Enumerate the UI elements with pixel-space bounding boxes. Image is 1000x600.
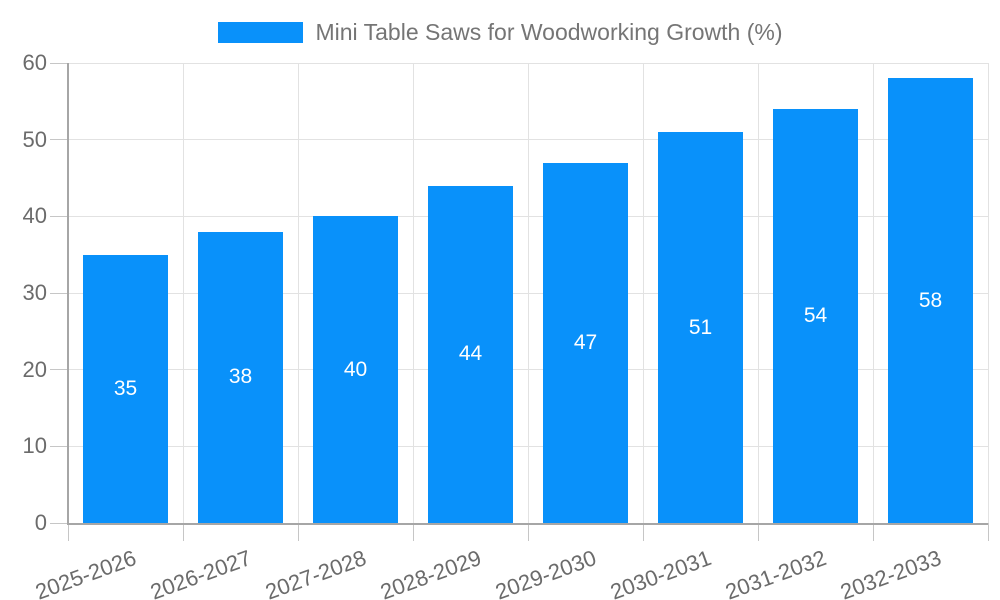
x-tick xyxy=(872,523,874,541)
x-tick-label: 2027-2028 xyxy=(262,545,370,600)
x-tick-label: 2031-2032 xyxy=(722,545,830,600)
y-tick-label: 0 xyxy=(34,510,47,535)
bar xyxy=(83,254,168,523)
bar-value-label: 38 xyxy=(228,365,253,389)
x-tick-label: 2029-2030 xyxy=(492,545,600,600)
y-tick xyxy=(50,215,68,217)
y-tick xyxy=(50,369,68,371)
bar-value-label: 47 xyxy=(573,330,598,354)
y-tick-label: 20 xyxy=(22,356,47,382)
y-tick xyxy=(50,445,68,447)
x-tick xyxy=(182,523,184,541)
y-tick xyxy=(50,62,68,64)
y-tick-label: 30 xyxy=(22,280,47,305)
bar xyxy=(658,132,743,523)
bar-value-label: 40 xyxy=(343,357,368,381)
bar xyxy=(773,109,858,523)
x-gridline xyxy=(182,63,184,523)
x-tick xyxy=(67,523,69,541)
x-gridline xyxy=(297,63,299,523)
x-tick xyxy=(642,523,644,541)
y-tick xyxy=(50,292,68,294)
bar-value-label: 58 xyxy=(918,288,943,312)
x-tick-label: 2028-2029 xyxy=(377,545,485,600)
x-gridline xyxy=(527,63,529,523)
bar-value-label: 44 xyxy=(458,342,483,366)
bar xyxy=(428,185,513,523)
y-tick xyxy=(50,522,68,524)
y-tick-label: 10 xyxy=(22,433,47,459)
y-tick-label: 50 xyxy=(22,126,47,152)
y-tick-label: 40 xyxy=(22,203,47,229)
x-tick xyxy=(527,523,529,541)
x-tick-label: 2026-2027 xyxy=(147,545,255,600)
x-tick-label: 2032-2033 xyxy=(837,545,945,600)
y-tick xyxy=(50,139,68,141)
x-gridline xyxy=(987,63,989,523)
legend-swatch xyxy=(217,22,303,43)
x-tick xyxy=(412,523,414,541)
x-gridline xyxy=(642,63,644,523)
y-axis-line xyxy=(67,63,69,525)
bar xyxy=(313,216,398,523)
bar xyxy=(888,78,973,523)
chart-legend: Mini Table Saws for Woodworking Growth (… xyxy=(0,20,1000,45)
bar-value-label: 54 xyxy=(803,304,828,327)
legend-label: Mini Table Saws for Woodworking Growth (… xyxy=(315,19,783,45)
bar-value-label: 51 xyxy=(688,315,713,339)
x-gridline xyxy=(872,63,874,523)
x-tick-label: 2030-2031 xyxy=(607,545,715,600)
x-gridline xyxy=(757,63,759,523)
y-tick-label: 60 xyxy=(22,50,47,75)
bar xyxy=(198,231,283,523)
x-axis-line xyxy=(68,523,988,525)
x-tick xyxy=(987,523,989,541)
bar xyxy=(543,162,628,523)
x-tick xyxy=(297,523,299,541)
x-tick xyxy=(757,523,759,541)
x-tick-label: 2025-2026 xyxy=(32,545,140,600)
bar-value-label: 35 xyxy=(113,376,138,400)
x-gridline xyxy=(412,63,414,523)
